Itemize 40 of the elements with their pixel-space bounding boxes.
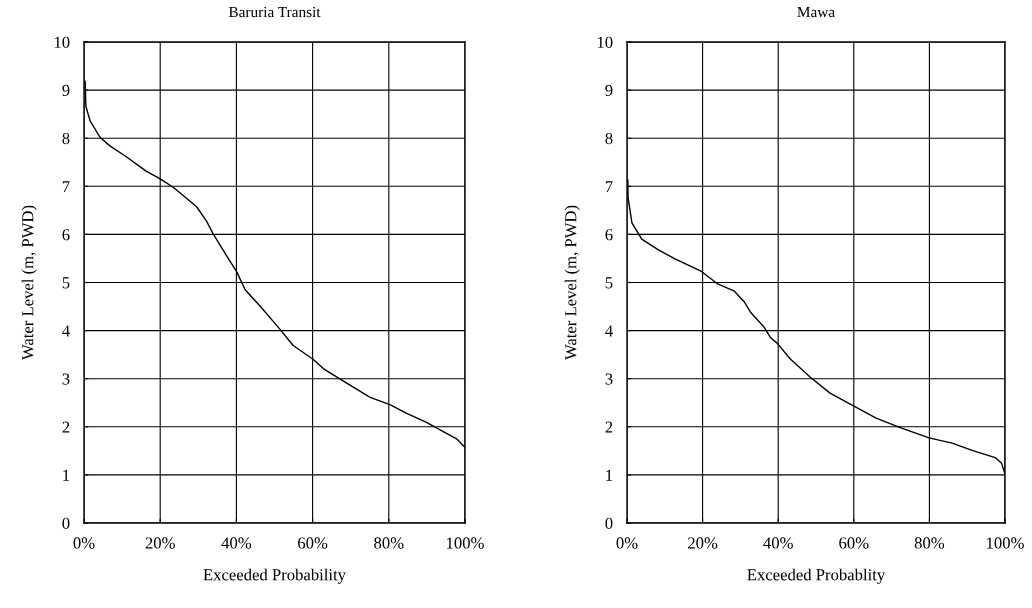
x-axis-title: Exceeded Probability <box>203 568 346 584</box>
y-tick-label: 2 <box>605 421 613 433</box>
y-tick-label: 3 <box>605 373 613 385</box>
y-tick-label: 7 <box>62 181 70 193</box>
x-tick-label: 60% <box>298 537 328 549</box>
y-tick-label: 6 <box>605 229 613 241</box>
y-tick-label: 7 <box>605 181 613 193</box>
x-tick-label: 40% <box>221 537 252 549</box>
x-tick-label: 100% <box>987 537 1024 549</box>
y-tick-label: 10 <box>597 36 613 48</box>
y-tick-label: 4 <box>62 325 70 337</box>
y-axis-title: Water Level (m, PWD) <box>21 205 37 361</box>
chart-title: Mawa <box>797 7 835 18</box>
y-tick-label: 6 <box>62 229 70 241</box>
x-tick-label: 60% <box>839 537 869 549</box>
y-tick-label: 3 <box>62 373 70 385</box>
y-tick-label: 8 <box>62 132 70 145</box>
chart-title: Baruria Transit <box>228 6 321 18</box>
y-tick-label: 4 <box>605 325 613 337</box>
y-tick-label: 9 <box>62 84 70 97</box>
y-tick-label: 0 <box>62 517 70 529</box>
y-tick-label: 0 <box>605 517 613 529</box>
x-tick-label: 100% <box>447 537 484 549</box>
x-axis-title: Exceeded Probablity <box>747 568 886 584</box>
y-tick-label: 8 <box>605 132 613 145</box>
x-tick-label: 20% <box>688 537 718 549</box>
x-tick-label: 0% <box>616 537 638 549</box>
y-tick-label: 1 <box>606 469 613 481</box>
x-tick-label: 80% <box>914 537 945 549</box>
x-tick-label: 0% <box>73 537 95 549</box>
x-tick-label: 40% <box>763 537 793 549</box>
x-tick-label: 20% <box>145 537 175 549</box>
y-tick-label: 5 <box>605 277 613 289</box>
x-tick-label: 80% <box>374 537 404 549</box>
y-tick-label: 10 <box>54 36 70 48</box>
y-tick-label: 1 <box>63 469 70 481</box>
y-tick-label: 5 <box>62 277 70 289</box>
y-tick-label: 2 <box>62 421 70 433</box>
y-tick-label: 9 <box>605 84 613 97</box>
y-axis-title: Water Level (m, PWD) <box>564 205 580 361</box>
